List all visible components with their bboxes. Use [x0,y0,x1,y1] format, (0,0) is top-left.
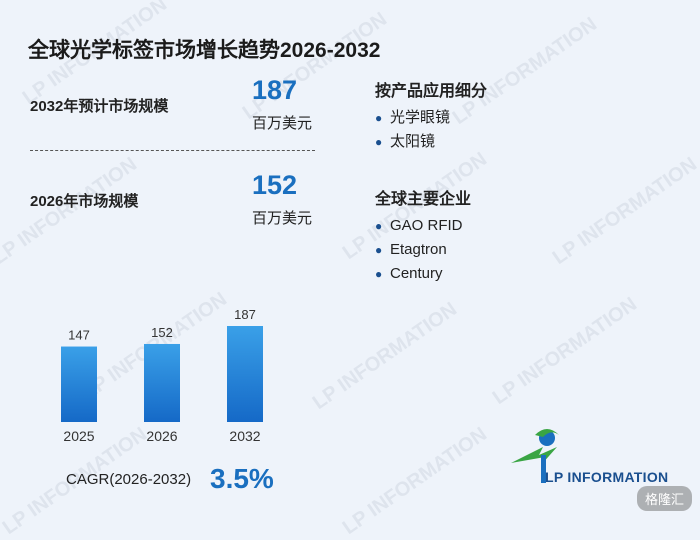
company-label: GAO RFID [390,217,463,234]
bar-2026 [144,343,180,422]
companies-title: 全球主要企业 [375,191,472,208]
list-item: ● 太阳镜 [375,130,450,154]
list-item: ● Etagtron [375,238,463,262]
bar-chart: 147 2025 152 2026 187 2032 [61,307,263,444]
page-title: 全球光学标签市场增长趋势2026-2032 [28,39,381,62]
bullet-icon: ● [375,243,383,257]
logo-text: LP INFORMATION [545,469,669,485]
list-item: ● GAO RFID [375,214,463,238]
bullet-icon: ● [375,111,383,125]
watermark-text: LP INFORMATION [338,423,491,539]
bar-2025 [61,346,97,422]
list-item: ● Century [375,262,463,286]
watermark-text: LP INFORMATION [488,293,641,409]
segment-label: 光学眼镜 [390,109,451,126]
segments-list: ● 光学眼镜 ● 太阳镜 [375,106,450,154]
x-tick-label: 2032 [229,428,260,444]
watermark-text: LP INFORMATION [448,13,601,129]
divider [30,150,315,151]
watermark-text: LP INFORMATION [308,298,461,414]
current-value: 152 [252,170,298,200]
cagr-label: CAGR(2026-2032) [66,471,192,488]
forecast-value: 187 [252,75,298,105]
current-label: 2026年市场规模 [30,193,139,210]
segments-title: 按产品应用细分 [375,83,488,100]
data-label: 147 [68,328,90,343]
watermark-text: LP INFORMATION [548,153,700,269]
bullet-icon: ● [375,219,383,233]
watermark-text: LP INFORMATION [0,153,141,269]
bullet-icon: ● [375,135,383,149]
bullet-icon: ● [375,267,383,281]
bar-2032 [227,326,263,422]
data-label: 152 [151,325,173,340]
company-label: Century [390,265,443,282]
x-tick-label: 2025 [63,428,94,444]
list-item: ● 光学眼镜 [375,106,450,130]
data-label: 187 [234,307,256,322]
company-label: Etagtron [390,241,447,258]
forecast-label: 2032年预计市场规模 [30,98,169,115]
forecast-unit: 百万美元 [252,115,313,132]
watermark-text: LP INFORMATION [238,8,391,124]
current-unit: 百万美元 [252,210,313,227]
companies-list: ● GAO RFID ● Etagtron ● Century [375,214,463,286]
lp-information-logo [511,429,559,483]
segment-label: 太阳镜 [390,133,436,150]
x-tick-label: 2026 [146,428,177,444]
source-badge: 格隆汇 [636,486,692,511]
cagr-value: 3.5% [210,463,274,494]
